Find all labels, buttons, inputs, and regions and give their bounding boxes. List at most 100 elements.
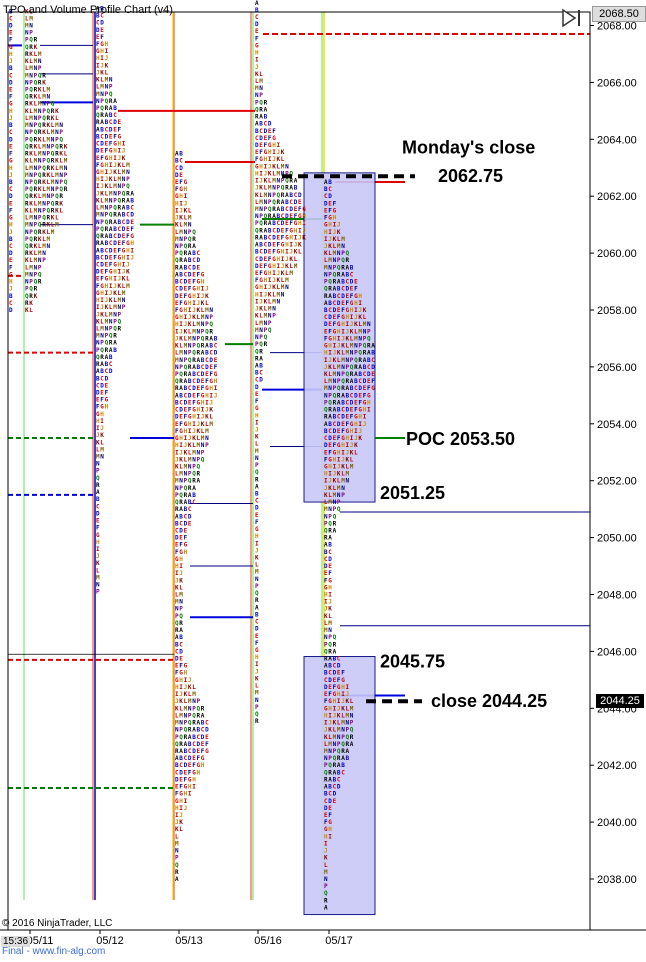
p0513-tpo: P (192, 343, 196, 350)
p0512-tpo: F (96, 283, 100, 290)
p0517-tpo: E (324, 570, 328, 577)
p0517-tpo: N (350, 712, 354, 719)
p0511-tpo: M (38, 101, 42, 108)
p0517-tpo: N (328, 385, 332, 392)
p0512-tpo: J (113, 162, 117, 169)
p0517-tpo: R (354, 364, 358, 371)
p0517-tpo: N (346, 720, 350, 727)
p0513-tpo: R (175, 627, 179, 634)
p0511-tpo: L (51, 122, 55, 129)
p0512-tpo: J (130, 254, 134, 261)
p0517-tpo: H (354, 421, 358, 428)
p0517-tpo: P (363, 335, 367, 342)
p0516-tpo: E (255, 391, 259, 398)
p0513-tpo: H (179, 798, 183, 805)
p0512-tpo: G (113, 141, 117, 148)
p0516-tpo: F (285, 227, 289, 234)
p0511-tpo: Q (29, 286, 33, 293)
p0511-tpo: K (51, 165, 55, 172)
p0516-tpo: H (264, 277, 268, 284)
p0517-tpo: P (354, 350, 358, 357)
p0511-tpo: L (55, 165, 59, 172)
p0513-tpo: M (197, 321, 201, 328)
p0516-tpo: B (255, 370, 259, 377)
p0512-tpo: C (109, 119, 113, 126)
p0517-tpo: N (333, 499, 337, 506)
p0513-tpo: D (188, 755, 192, 762)
p0512-tpo: Q (122, 190, 126, 197)
p0513-tpo: E (188, 279, 192, 286)
p0517-tpo: K (333, 236, 337, 243)
p0517-tpo: F (328, 691, 332, 698)
p0517-tpo: I (341, 328, 345, 335)
p0516-tpo: L (277, 163, 281, 170)
p0516-tpo: E (289, 213, 293, 220)
p0513-tpo: C (179, 762, 183, 769)
p0512-tpo: Q (96, 233, 100, 240)
p0512-tpo: N (96, 340, 100, 347)
p0517-tpo: R (333, 520, 337, 527)
p0512-tpo: F (96, 41, 100, 48)
p0516-tpo: J (268, 284, 272, 291)
p0511-tpo: P (25, 87, 29, 94)
p0511-tpo: M (25, 222, 29, 229)
p0517-tpo: D (333, 791, 337, 798)
p0511-tpo: N (29, 23, 33, 30)
p0511b-tpo: F (9, 94, 13, 101)
p0512-tpo: K (100, 432, 104, 439)
p0517-tpo: N (328, 627, 332, 634)
p0513-tpo: H (197, 407, 201, 414)
p0517-tpo: H (341, 442, 345, 449)
p0513-tpo: Q (184, 485, 188, 492)
p0511-tpo: N (51, 136, 55, 143)
p0511b-tpo: F (9, 264, 13, 271)
poc-label: POC 2053.50 (406, 429, 515, 449)
p0513-tpo: C (197, 734, 201, 741)
p0513-tpo: H (184, 670, 188, 677)
p0517-tpo: D (328, 193, 332, 200)
p0512-tpo: C (96, 261, 100, 268)
p0513-tpo: D (192, 748, 196, 755)
p0517-tpo: R (328, 286, 332, 293)
p0517-tpo: E (358, 392, 362, 399)
p0517-tpo: M (363, 321, 367, 328)
p0517-tpo: K (354, 321, 358, 328)
p0513-tpo: E (192, 755, 196, 762)
p0517-tpo: A (354, 371, 358, 378)
p0511b-tpo: D (9, 23, 13, 30)
p0517-tpo: P (341, 250, 345, 257)
p0513-tpo: D (192, 264, 196, 271)
p0516-tpo: K (294, 249, 298, 256)
p0513-tpo: C (192, 378, 196, 385)
p0511-tpo: N (42, 200, 46, 207)
p0517-tpo: G (333, 691, 337, 698)
p0511b-tpo: G (9, 215, 13, 222)
p0517-tpo: G (354, 414, 358, 421)
p0511-tpo: M (34, 158, 38, 165)
p0513-tpo: E (188, 399, 192, 406)
p0517-tpo: K (324, 371, 328, 378)
p0512-tpo: H (100, 411, 104, 418)
p0513-tpo: Q (209, 321, 213, 328)
p0513-tpo: G (175, 677, 179, 684)
p0513-tpo: D (179, 165, 183, 172)
play-next-button[interactable] (561, 8, 583, 28)
p0513-tpo: A (175, 151, 179, 158)
p0516-tpo: J (281, 263, 285, 270)
p0512-tpo: G (100, 283, 104, 290)
p0513-tpo: H (214, 378, 218, 385)
p0517-tpo: Q (350, 727, 354, 734)
p0513-tpo: R (205, 335, 209, 342)
p0517-tpo: C (346, 279, 350, 286)
p0513-tpo: D (197, 257, 201, 264)
p0516-tpo: R (255, 355, 259, 362)
p0517-tpo: B (333, 293, 337, 300)
p0516-tpo: A (289, 185, 293, 192)
p0517-tpo: N (341, 243, 345, 250)
p0517-tpo: N (346, 357, 350, 364)
p0513-tpo: E (192, 271, 196, 278)
p0517-tpo: D (328, 556, 332, 563)
p0513-tpo: K (184, 449, 188, 456)
p0512-tpo: C (130, 205, 134, 212)
p0513-tpo: N (175, 364, 179, 371)
